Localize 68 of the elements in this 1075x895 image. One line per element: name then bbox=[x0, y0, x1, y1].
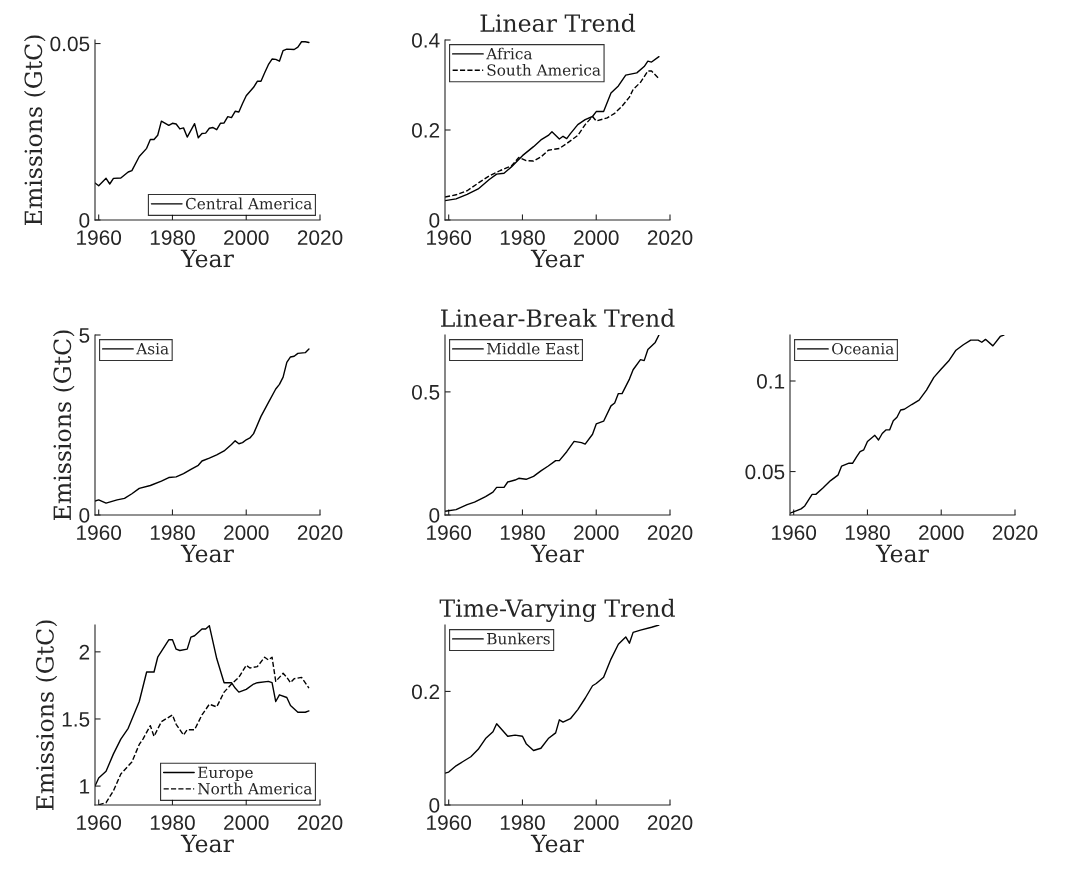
x-tick-label: 2020 bbox=[992, 525, 1038, 541]
x-tick-label: 1960 bbox=[772, 525, 817, 541]
x-axis-title: Year bbox=[530, 834, 584, 853]
chart-title: Linear-Break Trend bbox=[441, 308, 675, 327]
x-tick-label: 1960 bbox=[427, 230, 472, 246]
x-tick-label: 2000 bbox=[224, 815, 269, 831]
x-axis-title: Year bbox=[530, 249, 584, 268]
x-tick-label: 2000 bbox=[224, 230, 269, 246]
y-tick-label: 0 bbox=[79, 508, 90, 523]
legend-label: Africa bbox=[486, 47, 533, 60]
legend-label: Europe bbox=[198, 766, 253, 782]
chart-title: Time-Varying Trend bbox=[439, 598, 675, 622]
x-tick-label: 2000 bbox=[919, 525, 964, 541]
x-tick-label: 1980 bbox=[150, 815, 195, 831]
x-tick-label: 1980 bbox=[150, 230, 195, 246]
y-tick-label: 5 bbox=[79, 328, 90, 343]
y-tick-label: 0.05 bbox=[745, 464, 785, 480]
line-series bbox=[445, 625, 660, 774]
x-tick-label: 2000 bbox=[574, 815, 619, 831]
x-tick-label: 2020 bbox=[297, 525, 343, 541]
legend-label: Asia bbox=[136, 343, 169, 355]
chart-title: Linear Trend bbox=[480, 13, 636, 32]
legend-label: Bunkers bbox=[487, 632, 550, 645]
y-tick-label: 0 bbox=[79, 213, 90, 228]
legend-label: Oceania bbox=[832, 342, 894, 355]
x-tick-label: 1960 bbox=[77, 815, 122, 831]
y-axis-title: Emissions (GtC) bbox=[52, 330, 75, 521]
y-tick-label: 0.2 bbox=[411, 123, 440, 138]
y-tick-label: 0 bbox=[429, 798, 440, 813]
x-tick-label: 2020 bbox=[297, 815, 343, 831]
y-tick-label: 2 bbox=[79, 644, 90, 660]
x-tick-label: 1960 bbox=[77, 230, 122, 246]
y-tick-label: 0.5 bbox=[411, 384, 440, 400]
x-axis-title: Year bbox=[875, 544, 929, 563]
x-tick-label: 2020 bbox=[647, 815, 693, 831]
y-axis-title: Emissions (GtC) bbox=[23, 35, 46, 226]
y-tick-label: 1.5 bbox=[62, 712, 90, 727]
x-tick-label: 1980 bbox=[500, 525, 545, 541]
x-axis-title: Year bbox=[180, 544, 234, 563]
y-tick-label: 0.1 bbox=[756, 374, 785, 389]
y-tick-label: 0.4 bbox=[411, 33, 440, 48]
x-tick-label: 2000 bbox=[224, 525, 269, 541]
y-tick-label: 1 bbox=[80, 779, 90, 794]
x-tick-label: 2020 bbox=[297, 230, 343, 246]
line-series bbox=[95, 41, 310, 187]
x-tick-label: 2020 bbox=[647, 525, 693, 541]
y-tick-label: 0 bbox=[429, 508, 440, 523]
x-tick-label: 1980 bbox=[845, 525, 890, 541]
x-tick-label: 1960 bbox=[427, 815, 472, 831]
x-tick-label: 1960 bbox=[427, 525, 472, 541]
legend-label: South America bbox=[487, 63, 601, 76]
y-tick-label: 0 bbox=[429, 213, 440, 228]
x-axis-title: Year bbox=[530, 544, 584, 563]
y-tick-label: 0.2 bbox=[411, 684, 440, 700]
legend-label: Middle East bbox=[487, 342, 580, 355]
legend-label: North America bbox=[197, 782, 312, 795]
x-axis-title: Year bbox=[180, 249, 234, 268]
y-tick-label: 0.05 bbox=[50, 36, 90, 52]
legend-label: Central America bbox=[185, 197, 312, 210]
x-tick-label: 2000 bbox=[574, 230, 619, 246]
x-axis-title: Year bbox=[180, 834, 234, 853]
x-tick-label: 1960 bbox=[77, 525, 122, 541]
x-tick-label: 2020 bbox=[647, 230, 693, 246]
x-tick-label: 1980 bbox=[150, 525, 195, 541]
x-tick-label: 1980 bbox=[500, 815, 545, 831]
y-axis-title: Emissions (GtC) bbox=[35, 620, 58, 811]
x-tick-label: 1980 bbox=[500, 230, 545, 246]
x-tick-label: 2000 bbox=[574, 525, 619, 541]
